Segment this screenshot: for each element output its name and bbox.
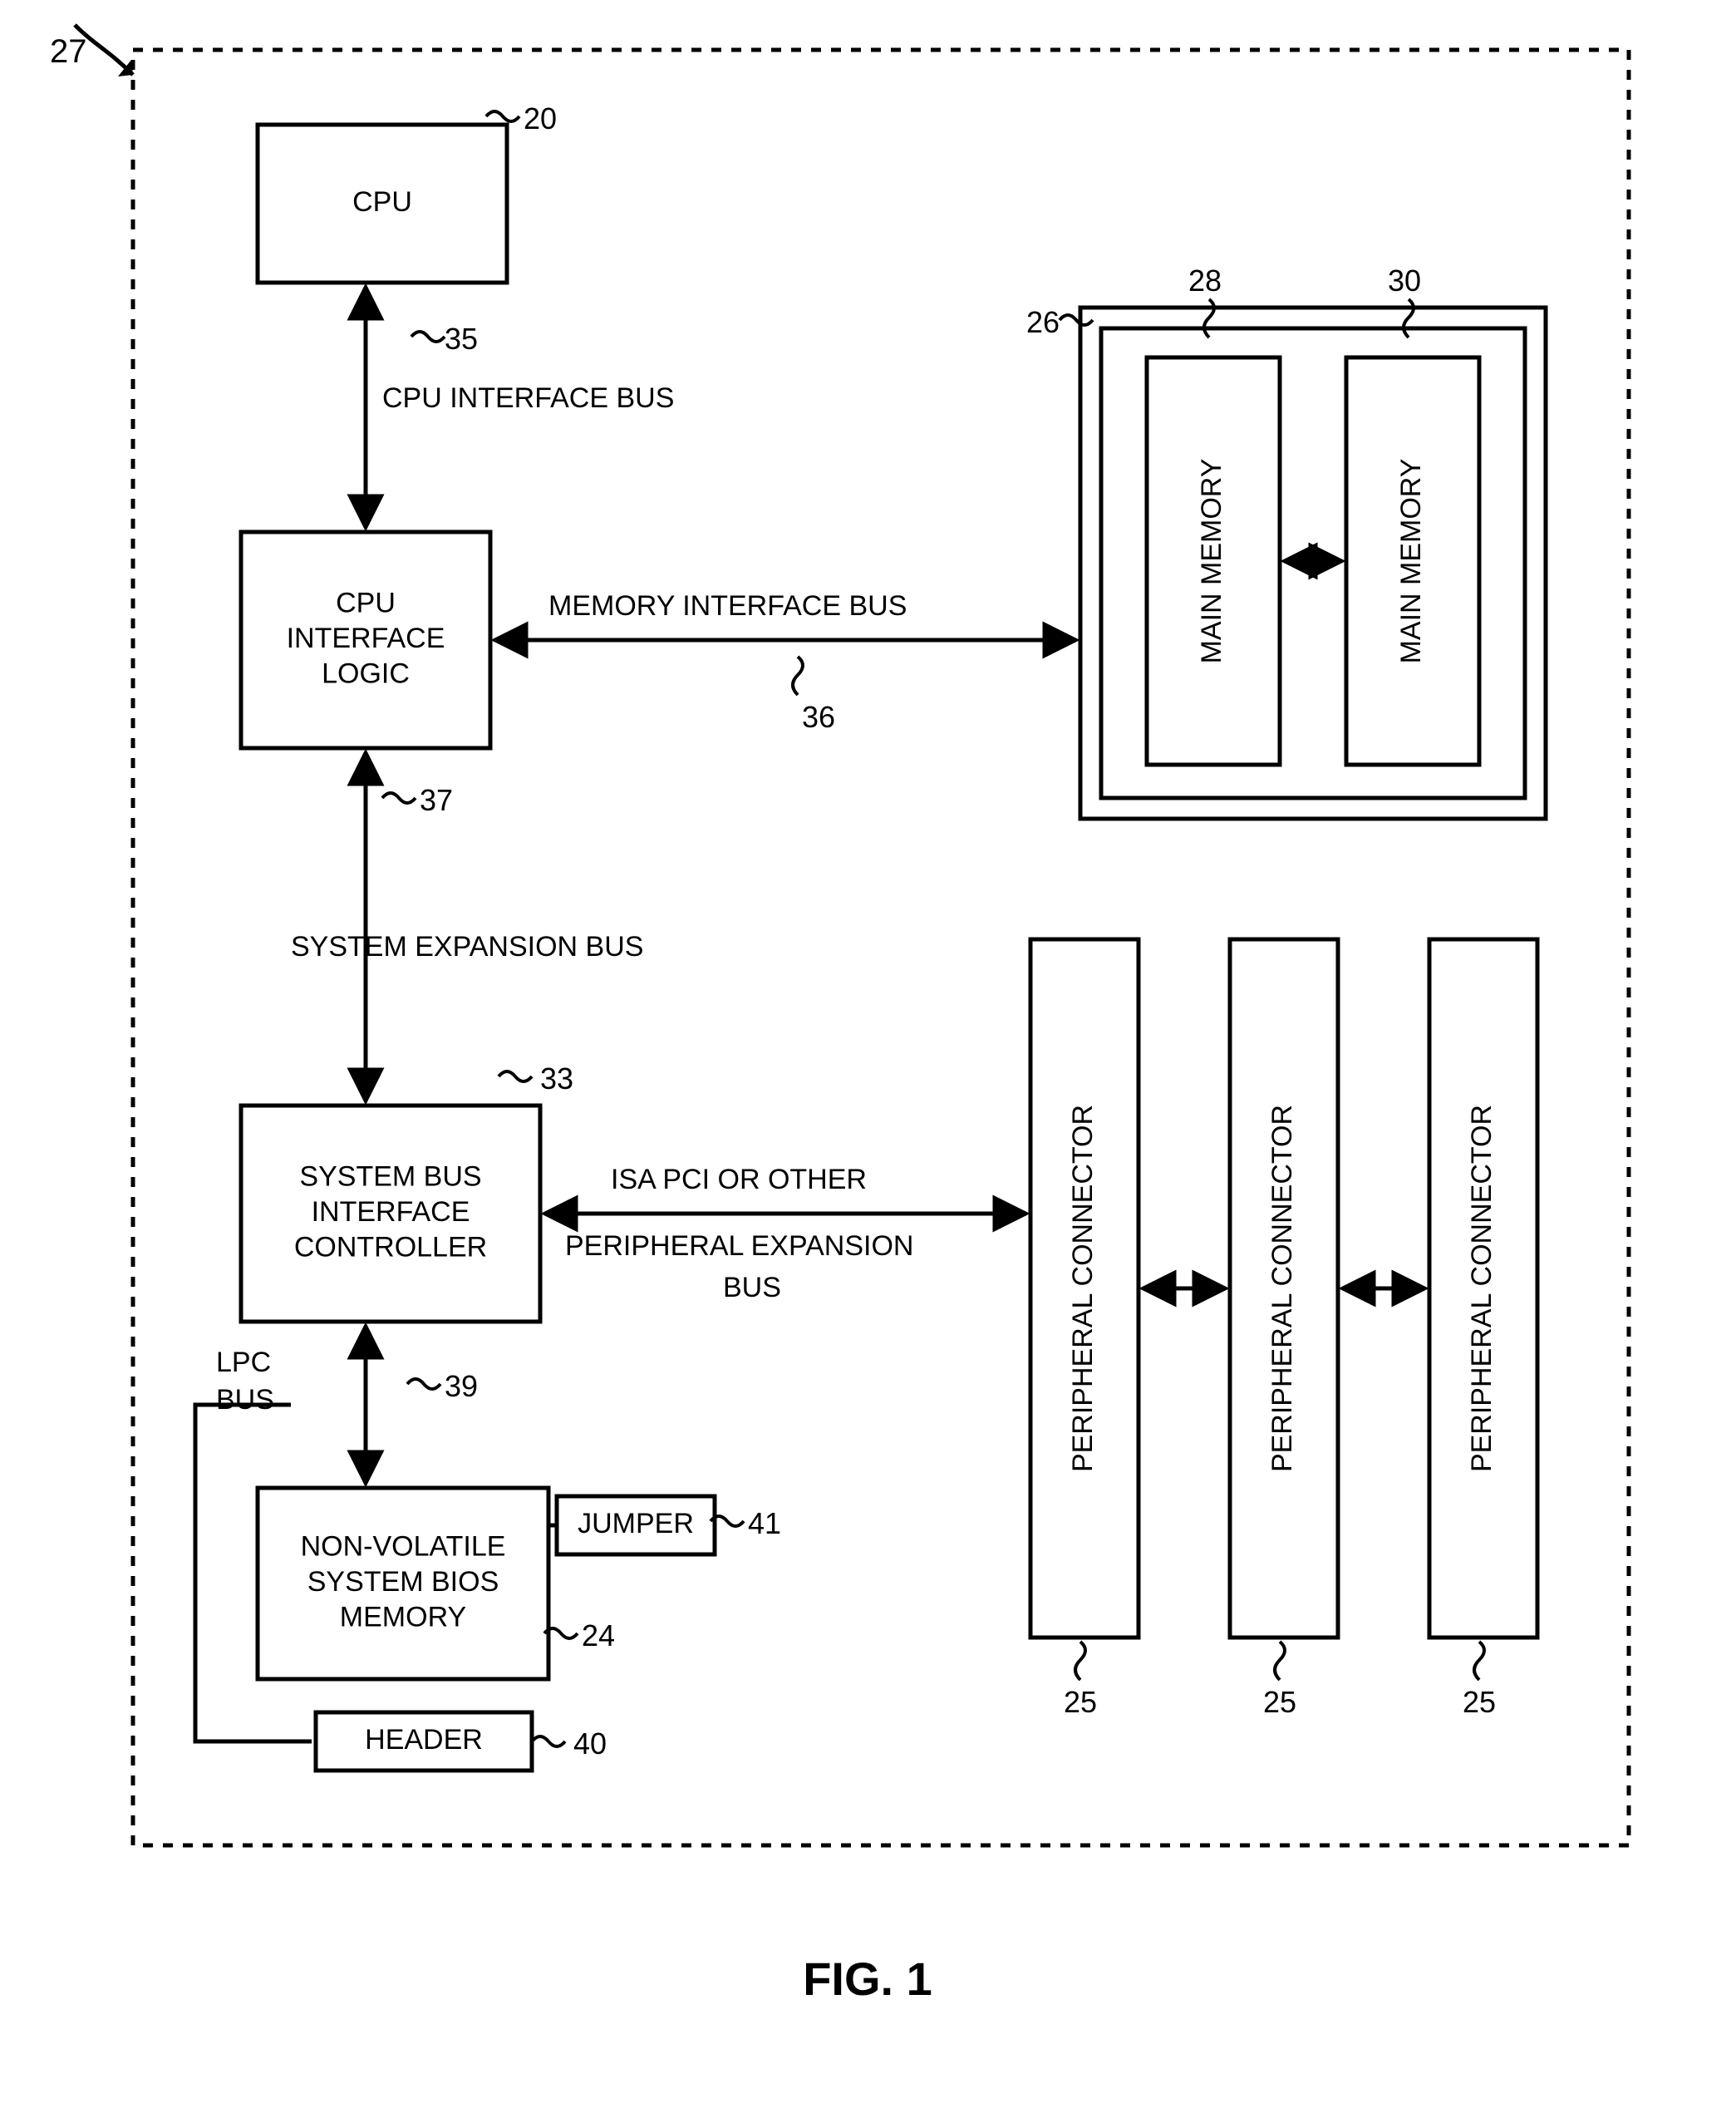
mem2-ref: 30: [1388, 263, 1421, 298]
border-ref: 27: [50, 33, 87, 70]
diagram-canvas: 27 CPU20CPUINTERFACELOGICSYSTEM BUSINTER…: [0, 0, 1736, 2103]
periph-bus-label2: PERIPHERAL EXPANSION: [565, 1230, 913, 1262]
sbic-label: INTERFACE: [312, 1196, 470, 1228]
mem2-label: MAIN MEMORY: [1395, 459, 1427, 664]
pc2-label: PERIPHERAL CONNECTOR: [1266, 1105, 1298, 1472]
cil-label: LOGIC: [322, 657, 410, 689]
cil-label: CPU: [336, 587, 396, 618]
bios-label: MEMORY: [340, 1601, 466, 1633]
lpc-bus-label2: BUS: [216, 1384, 274, 1416]
pc1-label: PERIPHERAL CONNECTOR: [1067, 1105, 1099, 1472]
sbic-label: CONTROLLER: [294, 1231, 487, 1263]
mem-bus-label: MEMORY INTERFACE BUS: [548, 590, 907, 622]
jumper-label: JUMPER: [578, 1508, 694, 1539]
pc2-ref: 25: [1263, 1685, 1296, 1719]
cpu-ref-leader: [486, 111, 519, 121]
mem-bus-ref: 36: [802, 700, 835, 734]
mem-bus-ref-wavy: [793, 657, 803, 695]
sys-bus-label: SYSTEM EXPANSION BUS: [291, 931, 643, 963]
header-label: HEADER: [365, 1724, 483, 1756]
pc1-ref-leader: [1075, 1642, 1085, 1680]
sbic-ref: 33: [540, 1061, 573, 1096]
lpc-bus-label1: LPC: [216, 1347, 271, 1378]
lpc-bus-ref: 39: [445, 1369, 478, 1403]
sys-bus-ref: 37: [420, 783, 453, 817]
pc3-ref: 25: [1463, 1685, 1496, 1719]
mem_outer-ref: 26: [1026, 305, 1060, 339]
header-ref-leader: [532, 1736, 565, 1746]
bios-label: SYSTEM BIOS: [307, 1566, 499, 1598]
cil-label: INTERFACE: [287, 623, 445, 654]
sys-bus-ref-wavy: [382, 793, 416, 803]
sbic-ref-leader: [499, 1071, 532, 1081]
pc3-ref-leader: [1474, 1642, 1484, 1680]
header-ref: 40: [573, 1726, 607, 1761]
mem1-ref: 28: [1188, 263, 1222, 298]
lpc-bus-ref-wavy: [407, 1379, 440, 1389]
cpu-label: CPU: [352, 186, 412, 218]
figure-caption: FIG. 1: [803, 1953, 932, 2005]
pc3-label: PERIPHERAL CONNECTOR: [1466, 1105, 1497, 1472]
periph-bus-label1: ISA PCI OR OTHER: [611, 1164, 867, 1195]
mem1-label: MAIN MEMORY: [1196, 459, 1227, 664]
cpu-bus-ref: 35: [445, 322, 478, 356]
jumper-ref: 41: [748, 1506, 781, 1540]
cpu-ref: 20: [524, 101, 557, 135]
cpu-bus-ref-wavy: [411, 332, 445, 342]
bios-ref: 24: [582, 1618, 615, 1652]
pc1-ref: 25: [1064, 1685, 1097, 1719]
cpu-bus-label: CPU INTERFACE BUS: [382, 382, 674, 414]
sbic-label: SYSTEM BUS: [299, 1160, 481, 1192]
bios-label: NON-VOLATILE: [301, 1530, 506, 1562]
periph-bus-label3: BUS: [723, 1272, 781, 1303]
pc2-ref-leader: [1275, 1642, 1285, 1680]
